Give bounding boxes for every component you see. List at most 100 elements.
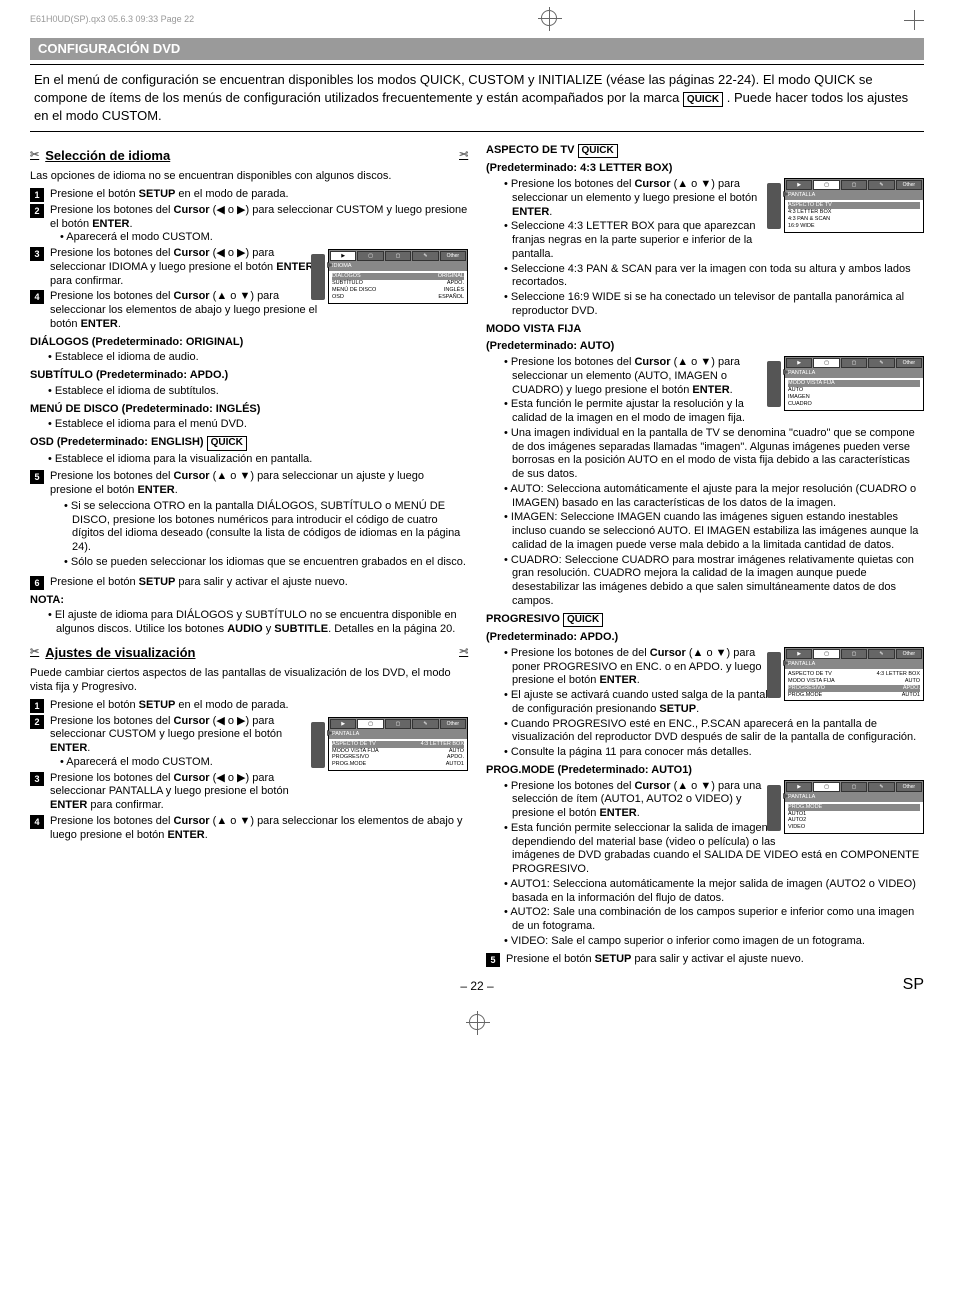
osd-heading: PANTALLA <box>785 660 923 669</box>
osd-tab: ✎ <box>412 719 438 729</box>
pmode-b3: AUTO1: Selecciona automáticamente la mej… <box>504 878 924 906</box>
osd-row: PROGRESIVOAPDO. <box>332 754 464 761</box>
vista-b3: Una imagen individual en la pantalla de … <box>504 427 924 482</box>
osd-row: AUTO1 <box>788 811 920 818</box>
osd-tab: ✎ <box>868 180 894 190</box>
osd-tab: ✎ <box>868 649 894 659</box>
step-6: 6 Presione el botón SETUP para salir y a… <box>30 576 468 590</box>
lead-idioma: Las opciones de idioma no se encuentran … <box>30 170 468 184</box>
vista-b6: CUADRO: Seleccione CUADRO para mostrar i… <box>504 554 924 609</box>
vstep-2: 2 Presione los botones del Cursor (◀ o ▶… <box>30 715 322 770</box>
subsection-ajustes-visualizacion: ✂ Ajustes de visualización ✂ <box>30 643 468 663</box>
step-body: Presione los botones del Cursor (◀ o ▶) … <box>50 715 322 770</box>
osd-row: SUBTÍTULOAPDO. <box>332 280 464 287</box>
prog-b3: Cuando PROGRESIVO esté en ENC., P.SCAN a… <box>504 718 924 746</box>
osd-figure-aspecto: ▶ ▢ ▢ ✎ Other PANTALLA ASPECTO DE TV 4:3… <box>784 178 924 233</box>
step-body: Presione los botones del Cursor (▲ o ▼) … <box>50 290 322 331</box>
subsection-seleccion-idioma: ✂ Selección de idioma ✂ <box>30 146 468 166</box>
page-footer: – 22 – SP <box>30 979 924 994</box>
osd-row: IMAGEN <box>788 394 920 401</box>
heading-progresivo-text: PROGRESIVO <box>486 613 560 625</box>
heading-menudisco: MENÚ DE DISCO (Predeterminado: INGLÉS) <box>30 403 468 417</box>
osd-tab: Other <box>440 719 466 729</box>
osd-heading: PANTALLA <box>785 793 923 802</box>
heading-nota: NOTA: <box>30 594 468 608</box>
osd-row: MENÚ DE DISCOINGLÉS <box>332 287 464 294</box>
osd-body: ASPECTO DE TV4:3 LETTER BOX MODO VISTA F… <box>785 669 923 701</box>
osd-figure-vista: ▶ ▢ ▢ ✎ Other PANTALLA MODO VISTA FIJA A… <box>784 356 924 411</box>
osd-tab: ▶ <box>786 180 812 190</box>
step-1: 1 Presione el botón SETUP en el modo de … <box>30 188 468 202</box>
osd-row: PROG.MODEAUTO1 <box>788 692 920 699</box>
right-column: ASPECTO DE TV QUICK (Predeterminado: 4:3… <box>486 140 924 969</box>
vista-default: (Predeterminado: AUTO) <box>486 340 924 354</box>
osd-tab: ▢ <box>813 649 839 659</box>
text-subtitulo: Establece el idioma de subtítulos. <box>48 385 468 399</box>
osd-tabs: ▶ ▢ ▢ ✎ Other <box>785 179 923 191</box>
left-column: ✂ Selección de idioma ✂ Las opciones de … <box>30 140 468 969</box>
osd-heading: IDIOMA <box>329 262 467 271</box>
osd-figure-pantalla: ▶ ▢ ▢ ✎ Other PANTALLA ASPECTO DE TV4:3 … <box>328 717 468 772</box>
osd-tab: ✎ <box>412 251 438 261</box>
osd-row: CUADRO <box>788 401 920 408</box>
vstep-1: 1 Presione el botón SETUP en el modo de … <box>30 699 468 713</box>
step-body: Presione los botones del Cursor (◀ o ▶) … <box>50 772 322 813</box>
step-body: Presione el botón SETUP para salir y act… <box>506 953 924 967</box>
header-filename: E61H0UD(SP).qx3 05.6.3 09:33 Page 22 <box>30 14 194 25</box>
step-3: 3 Presione los botones del Cursor (◀ o ▶… <box>30 247 322 288</box>
step-sub: • Aparecerá el modo CUSTOM. <box>60 231 468 245</box>
nota-body: El ajuste de idioma para DIÁLOGOS y SUBT… <box>48 609 468 637</box>
pmode-b5: VIDEO: Sale el campo superior o inferior… <box>504 935 924 949</box>
section-banner: CONFIGURACIÓN DVD <box>30 38 924 60</box>
osd-tab: ▶ <box>786 782 812 792</box>
osd-row: VIDEO <box>788 824 920 831</box>
osd-tab: ▢ <box>385 251 411 261</box>
osd-tab: ▢ <box>841 358 867 368</box>
osd-tab: ▢ <box>813 180 839 190</box>
vstep-4: 4 Presione los botones del Cursor (▲ o ▼… <box>30 815 468 843</box>
osd-tab: ▶ <box>330 719 356 729</box>
step-number-icon: 4 <box>30 290 44 304</box>
heading-subtitulo: SUBTÍTULO (Predeterminado: APDO.) <box>30 369 468 383</box>
osd-row: PROG.MODEAUTO1 <box>332 761 464 768</box>
osd-tab: Other <box>896 649 922 659</box>
osd-tab: ▢ <box>357 719 383 729</box>
osd-tabs: ▶ ▢ ▢ ✎ Other <box>785 781 923 793</box>
remote-icon <box>767 183 781 229</box>
osd-tab: ▢ <box>841 180 867 190</box>
scissors-icon: ✂ <box>459 646 468 660</box>
remote-icon <box>311 722 325 768</box>
step-number-icon: 3 <box>30 772 44 786</box>
bottom-registration <box>30 1014 924 1035</box>
step-body: Presione el botón SETUP en el modo de pa… <box>50 188 468 202</box>
osd-tab: ▢ <box>357 251 383 261</box>
print-header: E61H0UD(SP).qx3 05.6.3 09:33 Page 22 <box>30 10 924 30</box>
osd-row: MODO VISTA FIJA <box>788 380 920 387</box>
step-body: Presione los botones del Cursor (◀ o ▶) … <box>50 247 322 288</box>
remote-icon <box>767 361 781 407</box>
osd-row: MODO VISTA FIJAAUTO <box>788 678 920 685</box>
heading-osd: OSD (Predeterminado: ENGLISH) QUICK <box>30 436 468 451</box>
osd-row: AUTO <box>788 387 920 394</box>
osd-body: MODO VISTA FIJA AUTO IMAGEN CUADRO <box>785 378 923 410</box>
title-ajustes-visualizacion: Ajustes de visualización <box>45 645 195 661</box>
crop-mark-icon <box>904 10 924 30</box>
step-number-icon: 1 <box>30 188 44 202</box>
osd-body: ASPECTO DE TV4:3 LETTER BOX MODO VISTA F… <box>329 739 467 771</box>
scissors-icon: ✂ <box>30 149 39 163</box>
title-seleccion-idioma: Selección de idioma <box>45 148 170 164</box>
osd-row: MODO VISTA FIJAAUTO <box>332 748 464 755</box>
osd-tab: ▶ <box>786 358 812 368</box>
osd-tab: ▢ <box>385 719 411 729</box>
quick-badge: QUICK <box>207 436 247 451</box>
quick-badge: QUICK <box>578 144 618 159</box>
osd-tab: ✎ <box>868 782 894 792</box>
osd-tabs: ▶ ▢ ▢ ✎ Other <box>785 648 923 660</box>
vista-b5: IMAGEN: Seleccione IMAGEN cuando las imá… <box>504 511 924 552</box>
heading-aspecto-text: ASPECTO DE TV <box>486 144 574 156</box>
step-number-icon: 2 <box>30 204 44 218</box>
step-number-icon: 5 <box>30 470 44 484</box>
step-sub: • Aparecerá el modo CUSTOM. <box>60 756 322 770</box>
aspecto-b4: Seleccione 16:9 WIDE si se ha conectado … <box>504 291 924 319</box>
step-number-icon: 6 <box>30 576 44 590</box>
